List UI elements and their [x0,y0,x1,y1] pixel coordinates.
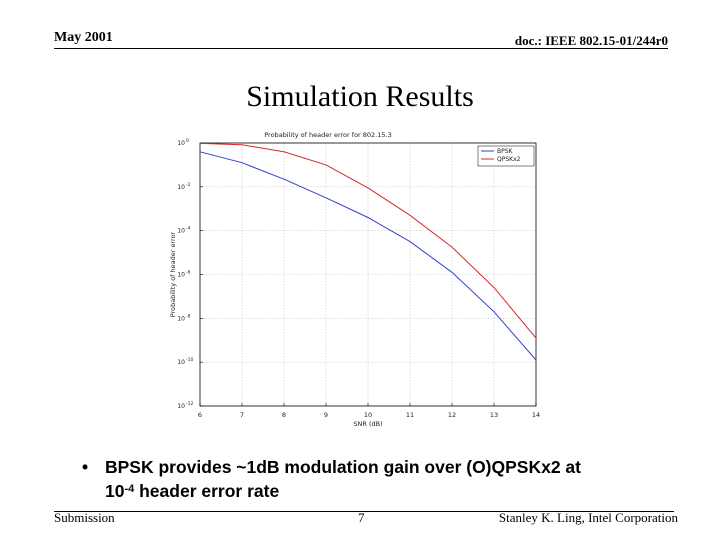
footer-submission: Submission [54,510,115,525]
x-tick-label: 6 [198,411,202,419]
bullet-line-2-prefix: 10 [105,481,125,501]
bullet-line-2-suffix: header error rate [134,481,280,501]
y-tick-exponent: 0 [186,138,189,144]
footer-author: Stanley K. Ling, Intel Corporation [498,510,678,525]
x-tick-label: 14 [532,411,540,419]
y-tick-exponent: -8 [186,313,191,319]
bullet-line-1: BPSK provides ~1dB modulation gain over … [105,457,581,477]
y-tick-label: 10 [177,272,185,279]
x-tick-label: 13 [490,411,498,419]
y-tick-exponent: -12 [186,401,193,407]
x-tick-label: 11 [406,411,414,419]
x-tick-label: 7 [240,411,244,419]
y-tick-exponent: -2 [186,182,191,188]
y-tick-exponent: -4 [186,226,191,232]
x-tick-label: 12 [448,411,456,419]
bullet-line-2: 10-4 header error rate [105,479,279,503]
y-tick-label: 10 [177,184,185,191]
header-date: May 2001 [54,30,113,45]
header-rule [54,48,668,49]
series-line-qpskx2 [199,142,537,339]
plot-frame [199,142,537,407]
y-tick-label: 10 [177,228,185,235]
footer-page-number: 7 [358,510,365,525]
header-doc-id: doc.: IEEE 802.15-01/244r0 [514,33,668,48]
series-line-bpsk [199,151,537,361]
y-axis-label: Probability of header error [169,231,177,317]
legend-label-bpsk: BPSK [497,148,514,155]
y-tick-exponent: -10 [186,357,193,363]
y-tick-label: 10 [177,359,185,366]
x-tick-label: 10 [364,411,372,419]
bullet-line-2-exponent: -4 [124,483,135,495]
legend-label-qpskx2: QPSKx2 [497,156,521,163]
y-tick-label: 10 [177,315,185,322]
footer-rule [54,511,674,512]
y-tick-label: 10 [177,140,185,147]
bullet-marker: • [82,457,89,477]
x-tick-label: 8 [282,411,286,419]
chart-title: Probability of header error for 802.15.3 [264,131,391,139]
y-tick-exponent: -6 [186,270,191,276]
y-tick-label: 10 [177,403,185,410]
slide-title: Simulation Results [246,80,474,113]
x-axis-label: SNR (dB) [353,420,382,427]
x-tick-label: 9 [324,411,328,419]
